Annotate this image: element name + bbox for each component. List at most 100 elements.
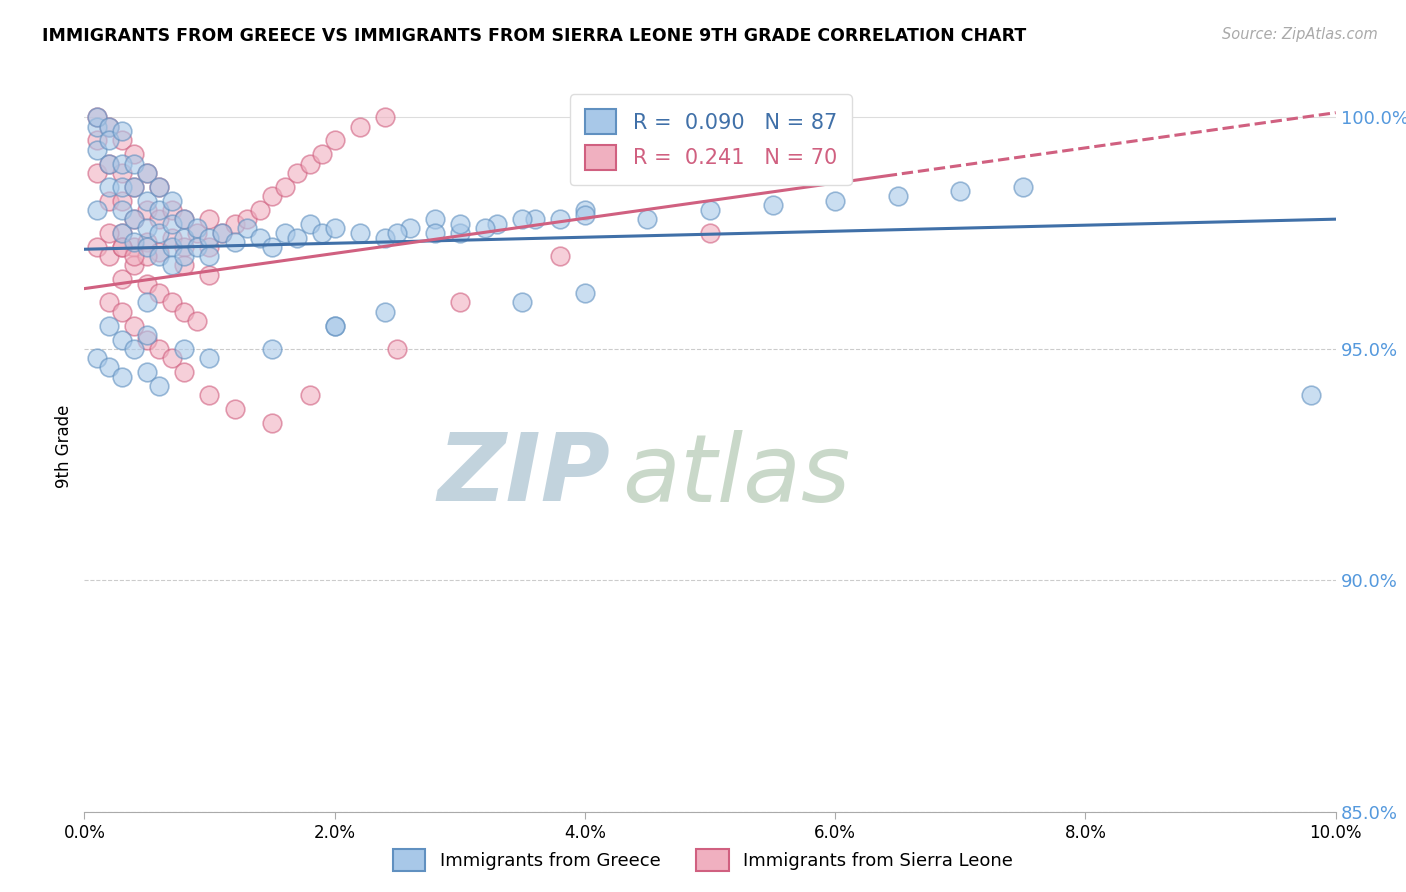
Point bbox=[173, 212, 195, 227]
Point bbox=[374, 230, 396, 244]
Point bbox=[198, 351, 221, 365]
Y-axis label: 9th Grade: 9th Grade bbox=[55, 404, 73, 488]
Point bbox=[148, 249, 170, 263]
Point bbox=[124, 259, 146, 273]
Point bbox=[111, 202, 134, 217]
Point bbox=[198, 388, 221, 402]
Point bbox=[148, 179, 170, 194]
Point bbox=[148, 202, 170, 217]
Point bbox=[273, 226, 295, 240]
Point bbox=[148, 342, 170, 356]
Point bbox=[136, 221, 159, 235]
Point bbox=[98, 120, 121, 134]
Point bbox=[298, 388, 321, 402]
Point bbox=[98, 360, 121, 375]
Point bbox=[198, 240, 221, 254]
Point bbox=[699, 226, 721, 240]
Point bbox=[160, 230, 183, 244]
Point bbox=[148, 179, 170, 194]
Point bbox=[374, 304, 396, 318]
Point bbox=[198, 268, 221, 282]
Point bbox=[124, 179, 146, 194]
Point bbox=[173, 230, 195, 244]
Point bbox=[173, 212, 195, 227]
Point bbox=[111, 272, 134, 286]
Point bbox=[124, 212, 146, 227]
Point bbox=[474, 221, 496, 235]
Point bbox=[349, 120, 371, 134]
Point bbox=[160, 217, 183, 231]
Point bbox=[173, 365, 195, 379]
Point bbox=[124, 156, 146, 170]
Text: ZIP: ZIP bbox=[437, 429, 610, 521]
Text: atlas: atlas bbox=[623, 430, 851, 521]
Point bbox=[486, 217, 509, 231]
Point bbox=[173, 249, 195, 263]
Point bbox=[111, 240, 134, 254]
Point bbox=[148, 212, 170, 227]
Point bbox=[298, 156, 321, 170]
Point bbox=[186, 240, 208, 254]
Point bbox=[111, 133, 134, 147]
Point bbox=[574, 202, 596, 217]
Point bbox=[198, 249, 221, 263]
Point bbox=[136, 333, 159, 347]
Point bbox=[262, 189, 284, 203]
Legend: Immigrants from Greece, Immigrants from Sierra Leone: Immigrants from Greece, Immigrants from … bbox=[385, 842, 1021, 879]
Point bbox=[423, 226, 446, 240]
Point bbox=[173, 259, 195, 273]
Point bbox=[298, 217, 321, 231]
Point bbox=[311, 147, 333, 161]
Point bbox=[86, 240, 108, 254]
Point bbox=[111, 226, 134, 240]
Point bbox=[124, 342, 146, 356]
Legend: R =  0.090   N = 87, R =  0.241   N = 70: R = 0.090 N = 87, R = 0.241 N = 70 bbox=[571, 95, 852, 185]
Point bbox=[449, 217, 471, 231]
Point bbox=[323, 318, 346, 333]
Point bbox=[273, 179, 295, 194]
Point bbox=[224, 235, 246, 250]
Point bbox=[262, 240, 284, 254]
Point bbox=[160, 202, 183, 217]
Point bbox=[574, 286, 596, 301]
Point bbox=[136, 194, 159, 208]
Point bbox=[124, 235, 146, 250]
Point bbox=[136, 327, 159, 342]
Point bbox=[111, 166, 134, 180]
Point bbox=[98, 226, 121, 240]
Point bbox=[236, 212, 259, 227]
Point bbox=[98, 156, 121, 170]
Point bbox=[86, 202, 108, 217]
Point bbox=[148, 379, 170, 393]
Point bbox=[98, 179, 121, 194]
Point bbox=[86, 120, 108, 134]
Point bbox=[136, 249, 159, 263]
Point bbox=[211, 226, 233, 240]
Point bbox=[398, 221, 420, 235]
Point bbox=[186, 221, 208, 235]
Point bbox=[86, 166, 108, 180]
Point bbox=[173, 304, 195, 318]
Text: IMMIGRANTS FROM GREECE VS IMMIGRANTS FROM SIERRA LEONE 9TH GRADE CORRELATION CHA: IMMIGRANTS FROM GREECE VS IMMIGRANTS FRO… bbox=[42, 27, 1026, 45]
Point bbox=[548, 212, 571, 227]
Point bbox=[124, 147, 146, 161]
Point bbox=[323, 133, 346, 147]
Point bbox=[699, 202, 721, 217]
Point bbox=[148, 226, 170, 240]
Point bbox=[173, 240, 195, 254]
Point bbox=[637, 212, 659, 227]
Point bbox=[111, 179, 134, 194]
Point bbox=[111, 304, 134, 318]
Point bbox=[98, 295, 121, 310]
Point bbox=[285, 166, 308, 180]
Point bbox=[86, 111, 108, 125]
Point bbox=[262, 416, 284, 430]
Point bbox=[160, 351, 183, 365]
Point bbox=[249, 230, 271, 244]
Point bbox=[86, 133, 108, 147]
Point bbox=[385, 342, 409, 356]
Point bbox=[311, 226, 333, 240]
Point bbox=[824, 194, 846, 208]
Point bbox=[98, 249, 121, 263]
Point bbox=[136, 365, 159, 379]
